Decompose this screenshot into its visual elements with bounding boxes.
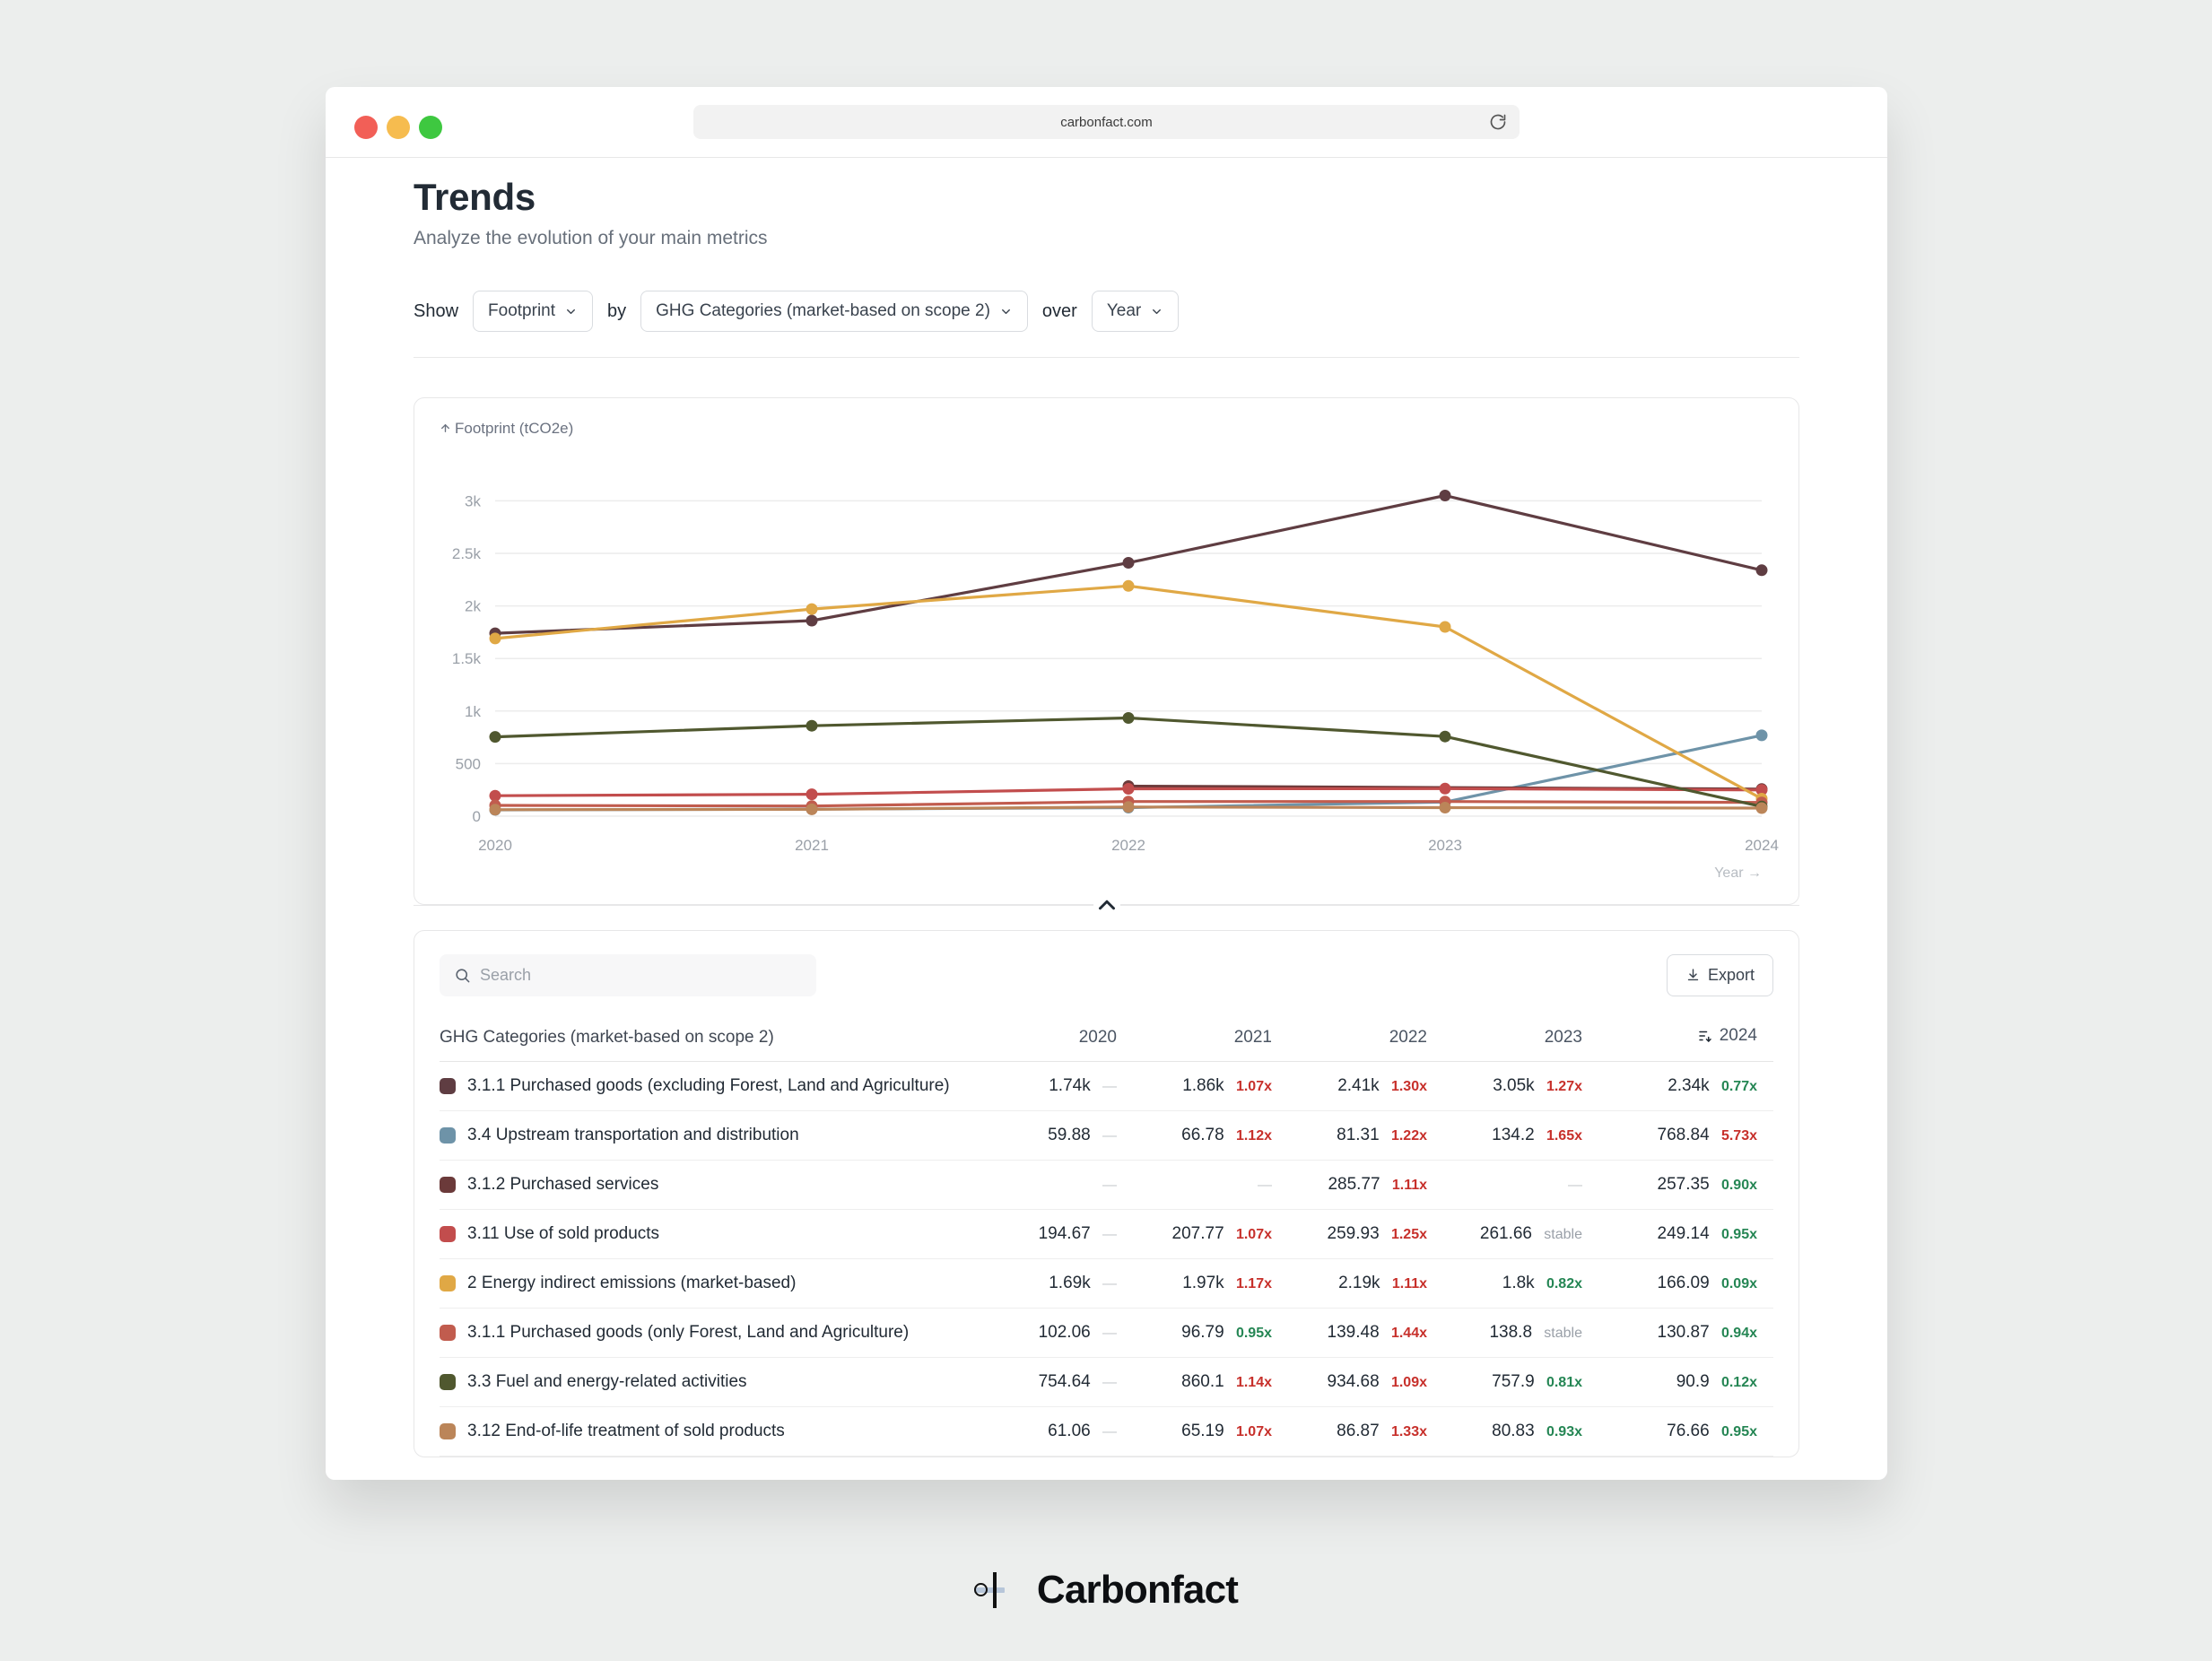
svg-text:2023: 2023	[1428, 837, 1462, 854]
svg-text:1k: 1k	[465, 703, 481, 720]
svg-text:2024: 2024	[1745, 837, 1779, 854]
svg-text:0: 0	[473, 808, 481, 825]
svg-text:3k: 3k	[465, 492, 481, 509]
svg-text:2022: 2022	[1111, 837, 1145, 854]
svg-text:1.5k: 1.5k	[452, 650, 482, 667]
svg-text:2.5k: 2.5k	[452, 545, 482, 562]
svg-text:500: 500	[456, 755, 481, 772]
svg-text:2020: 2020	[478, 837, 512, 854]
svg-text:Year →: Year →	[1714, 865, 1762, 881]
svg-text:2021: 2021	[795, 837, 829, 854]
svg-text:2k: 2k	[465, 598, 481, 615]
